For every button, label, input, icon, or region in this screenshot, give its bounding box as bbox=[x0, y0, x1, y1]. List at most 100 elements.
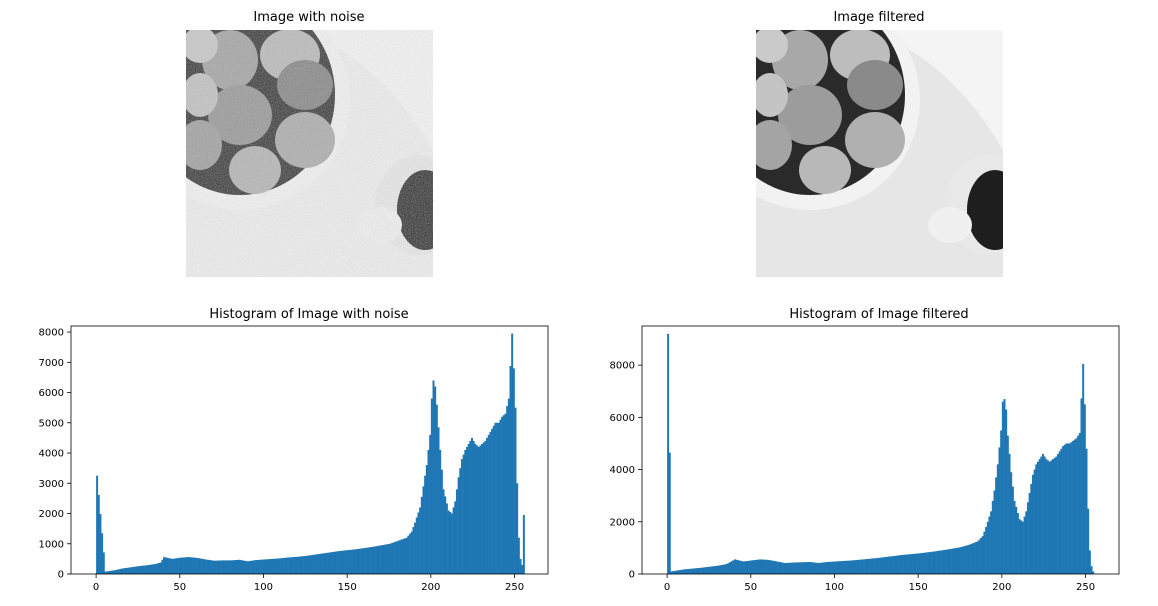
histogram-bar bbox=[203, 559, 206, 574]
histogram-bar bbox=[330, 552, 333, 574]
histogram-bar bbox=[837, 561, 840, 574]
histogram-bar bbox=[251, 560, 254, 574]
histogram-bar bbox=[276, 558, 279, 574]
histogram-bar bbox=[717, 565, 720, 574]
histogram-bar bbox=[223, 560, 226, 574]
histogram-bar bbox=[295, 556, 298, 574]
chart-title: Histogram of Image filtered bbox=[789, 307, 968, 322]
histogram-bar bbox=[852, 560, 855, 574]
histogram-bar bbox=[255, 560, 258, 574]
histogram-bar bbox=[457, 477, 460, 574]
histogram-bar bbox=[777, 561, 780, 574]
histogram-bar bbox=[427, 450, 430, 574]
histogram-bar bbox=[807, 562, 810, 574]
histogram-bar bbox=[958, 547, 961, 574]
histogram-bar bbox=[286, 557, 289, 574]
histogram-bar bbox=[1020, 520, 1023, 574]
histogram-bar bbox=[104, 571, 107, 574]
histogram-bar bbox=[1090, 566, 1093, 574]
histogram-bar bbox=[769, 560, 772, 574]
histogram-bar bbox=[980, 537, 983, 574]
histogram-bar bbox=[178, 557, 181, 574]
histogram-bar bbox=[826, 561, 829, 574]
histogram-bar bbox=[1065, 443, 1068, 574]
histogram-bar bbox=[333, 551, 336, 574]
histogram-bar bbox=[266, 559, 269, 574]
histogram-bar bbox=[350, 549, 353, 574]
histogram-bar bbox=[358, 548, 361, 574]
histogram-bar bbox=[409, 533, 412, 574]
histogram-bar bbox=[467, 443, 470, 574]
histogram-bar bbox=[968, 544, 971, 574]
histogram-bar bbox=[779, 562, 782, 574]
histogram-bar bbox=[949, 548, 952, 574]
histogram-bar bbox=[373, 546, 376, 574]
histogram-bar bbox=[749, 560, 752, 574]
histogram-bar bbox=[851, 560, 854, 574]
histogram-bar bbox=[794, 562, 797, 574]
histogram-bar bbox=[181, 557, 184, 574]
histogram-bar bbox=[806, 562, 808, 574]
histogram-bar bbox=[387, 544, 390, 574]
histogram-bar bbox=[866, 559, 869, 574]
histogram-bar bbox=[405, 537, 408, 574]
histogram-bar bbox=[1042, 453, 1044, 574]
histogram-bar bbox=[214, 560, 217, 574]
histogram-bar bbox=[308, 555, 311, 574]
histogram-bar bbox=[799, 562, 802, 574]
histogram-bar bbox=[948, 549, 951, 574]
histogram-bar bbox=[389, 543, 391, 574]
histogram-bar bbox=[933, 551, 936, 574]
y-tick-label: 1000 bbox=[39, 539, 64, 550]
histogram-bar bbox=[872, 558, 875, 574]
histogram-bar bbox=[677, 570, 680, 574]
histogram-bar bbox=[407, 535, 410, 574]
histogram-bar bbox=[114, 570, 117, 574]
histogram-bar bbox=[449, 512, 452, 574]
histogram-bar bbox=[735, 559, 738, 574]
histogram-bar bbox=[283, 557, 286, 574]
histogram-bar bbox=[1057, 453, 1060, 574]
histogram-bar bbox=[482, 442, 485, 574]
histogram-bar bbox=[137, 566, 140, 574]
histogram-bar bbox=[883, 557, 885, 574]
histogram-bar bbox=[869, 558, 872, 574]
histogram-bar bbox=[268, 559, 271, 574]
histogram-bar bbox=[290, 557, 293, 574]
histogram-bar bbox=[109, 570, 112, 574]
histogram-bar bbox=[154, 564, 157, 574]
histogram-bar bbox=[891, 556, 894, 574]
histogram-bar bbox=[715, 565, 718, 574]
histogram-bar bbox=[839, 561, 842, 574]
histogram-bar bbox=[1067, 443, 1070, 574]
histogram-bar bbox=[1000, 430, 1003, 574]
histogram-bar bbox=[1003, 399, 1006, 574]
x-tick-label: 250 bbox=[505, 582, 524, 593]
histogram-bar bbox=[208, 559, 211, 574]
x-tick-label: 50 bbox=[173, 582, 186, 593]
histogram-bar bbox=[924, 552, 927, 574]
histogram-bar bbox=[481, 443, 484, 574]
x-tick-label: 250 bbox=[1076, 582, 1095, 593]
histogram-bar bbox=[96, 475, 99, 574]
histogram-bar bbox=[720, 565, 723, 574]
histogram-bar bbox=[164, 557, 167, 574]
histogram-bar bbox=[99, 514, 102, 574]
histogram-bar bbox=[862, 559, 865, 574]
histogram-bar bbox=[893, 555, 896, 574]
histogram-bar bbox=[1070, 442, 1073, 574]
histogram-bar bbox=[963, 546, 966, 574]
histogram-bar bbox=[417, 512, 420, 574]
x-tick-label: 200 bbox=[992, 582, 1011, 593]
histogram-bar bbox=[491, 428, 494, 574]
histogram-bar bbox=[896, 555, 899, 574]
histogram-bar bbox=[1068, 443, 1071, 574]
histogram-bar bbox=[184, 557, 187, 574]
histogram-bar bbox=[476, 445, 479, 574]
histogram-bar bbox=[144, 565, 147, 574]
histogram-bar bbox=[365, 547, 368, 574]
histogram-bar bbox=[301, 556, 304, 574]
histogram-bar bbox=[410, 531, 413, 574]
histogram-bar bbox=[1088, 550, 1091, 574]
image-with-noise bbox=[186, 30, 433, 277]
